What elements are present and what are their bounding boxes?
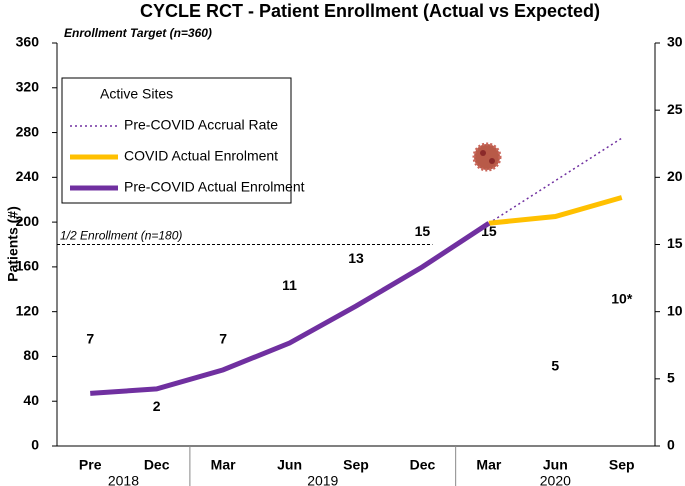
y-tick-label: 320 (16, 78, 40, 94)
x-tick-label: Pre (79, 457, 102, 473)
y2-tick-label: 25 (667, 101, 683, 117)
y-axis-label: Patients (#) (5, 206, 21, 281)
y2-tick-label: 30 (667, 34, 683, 50)
virus-icon (472, 142, 502, 172)
x-tick-label: Jun (277, 457, 302, 473)
active-sites-label: 11 (282, 277, 297, 293)
x-tick-label: Dec (410, 457, 436, 473)
legend-label: Pre-COVID Accrual Rate (124, 117, 278, 133)
chart-title: CYCLE RCT - Patient Enrollment (Actual v… (140, 1, 600, 21)
active-sites-label: 15 (415, 223, 431, 239)
active-sites-label: 13 (348, 250, 364, 266)
y-tick-label: 80 (23, 347, 39, 363)
series-line (488, 137, 623, 224)
active-sites-label: 7 (86, 331, 94, 347)
x-group-label: 2018 (108, 473, 139, 486)
y2-tick-label: 0 (667, 437, 675, 453)
x-tick-label: Dec (144, 457, 170, 473)
series-line (90, 221, 491, 396)
y-tick-label: 120 (16, 302, 40, 318)
active-sites-label: 7 (219, 331, 227, 347)
legend (61, 77, 292, 204)
y2-tick-label: 5 (667, 370, 675, 386)
y-tick-label: 160 (16, 258, 40, 274)
active-sites-label: 10* (611, 290, 633, 306)
active-sites-label: 5 (551, 358, 559, 374)
y-tick-label: 360 (16, 34, 40, 50)
x-tick-label: Mar (476, 457, 501, 473)
x-tick-label: Sep (609, 457, 635, 473)
legend-label: COVID Actual Enrolment (124, 148, 278, 164)
annotation: Enrollment Target (n=360) (64, 26, 212, 40)
y-tick-label: 200 (16, 213, 40, 229)
legend-label: Active Sites (100, 86, 173, 102)
x-tick-label: Sep (343, 457, 369, 473)
x-tick-label: Jun (543, 457, 568, 473)
y-tick-label: 280 (16, 123, 40, 139)
x-tick-label: Mar (211, 457, 236, 473)
y2-tick-label: 20 (667, 168, 683, 184)
reference-label: 1/2 Enrollment (n=180) (60, 229, 182, 243)
active-sites-label: 2 (153, 398, 161, 414)
series-line (488, 195, 623, 226)
y-tick-label: 240 (16, 168, 40, 184)
x-group-label: 2020 (540, 473, 571, 486)
y2-tick-label: 10 (667, 302, 683, 318)
y2-tick-label: 15 (667, 235, 683, 251)
legend-label: Pre-COVID Actual Enrolment (124, 179, 305, 195)
y-tick-label: 40 (23, 392, 39, 408)
x-group-label: 2019 (307, 473, 338, 486)
y-tick-label: 0 (31, 437, 39, 453)
